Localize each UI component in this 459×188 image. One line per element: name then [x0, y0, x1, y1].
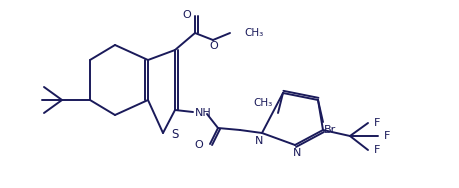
Text: F: F [384, 131, 390, 141]
Text: Br: Br [324, 125, 336, 135]
Text: O: O [210, 41, 218, 51]
Text: O: O [183, 10, 191, 20]
Text: N: N [255, 136, 263, 146]
Text: S: S [171, 127, 179, 140]
Text: F: F [374, 118, 381, 128]
Text: NH: NH [195, 108, 212, 118]
Text: CH₃: CH₃ [254, 98, 273, 108]
Text: F: F [374, 145, 381, 155]
Text: N: N [293, 148, 301, 158]
Text: CH₃: CH₃ [244, 28, 263, 38]
Text: O: O [194, 140, 203, 150]
